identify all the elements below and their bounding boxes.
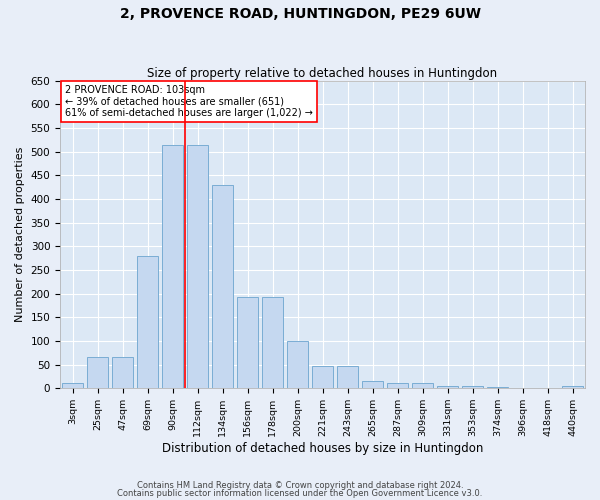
Text: Contains HM Land Registry data © Crown copyright and database right 2024.: Contains HM Land Registry data © Crown c… [137, 480, 463, 490]
Bar [562, 386, 583, 388]
Bar [387, 384, 408, 388]
Bar [237, 298, 258, 388]
Bar [212, 185, 233, 388]
Bar [337, 366, 358, 388]
Text: 2 PROVENCE ROAD: 103sqm
← 39% of detached houses are smaller (651)
61% of semi-d: 2 PROVENCE ROAD: 103sqm ← 39% of detache… [65, 86, 313, 118]
Bar [437, 386, 458, 388]
Bar [137, 256, 158, 388]
Bar [162, 144, 183, 388]
Title: Size of property relative to detached houses in Huntingdon: Size of property relative to detached ho… [148, 66, 497, 80]
Bar [62, 384, 83, 388]
Bar [412, 384, 433, 388]
Y-axis label: Number of detached properties: Number of detached properties [15, 147, 25, 322]
Text: 2, PROVENCE ROAD, HUNTINGDON, PE29 6UW: 2, PROVENCE ROAD, HUNTINGDON, PE29 6UW [119, 8, 481, 22]
X-axis label: Distribution of detached houses by size in Huntingdon: Distribution of detached houses by size … [162, 442, 483, 455]
Bar [112, 358, 133, 388]
Bar [487, 387, 508, 388]
Bar [462, 386, 483, 388]
Bar [187, 144, 208, 388]
Bar [262, 298, 283, 388]
Bar [287, 341, 308, 388]
Text: Contains public sector information licensed under the Open Government Licence v3: Contains public sector information licen… [118, 489, 482, 498]
Bar [312, 366, 333, 388]
Bar [362, 381, 383, 388]
Bar [87, 358, 108, 388]
